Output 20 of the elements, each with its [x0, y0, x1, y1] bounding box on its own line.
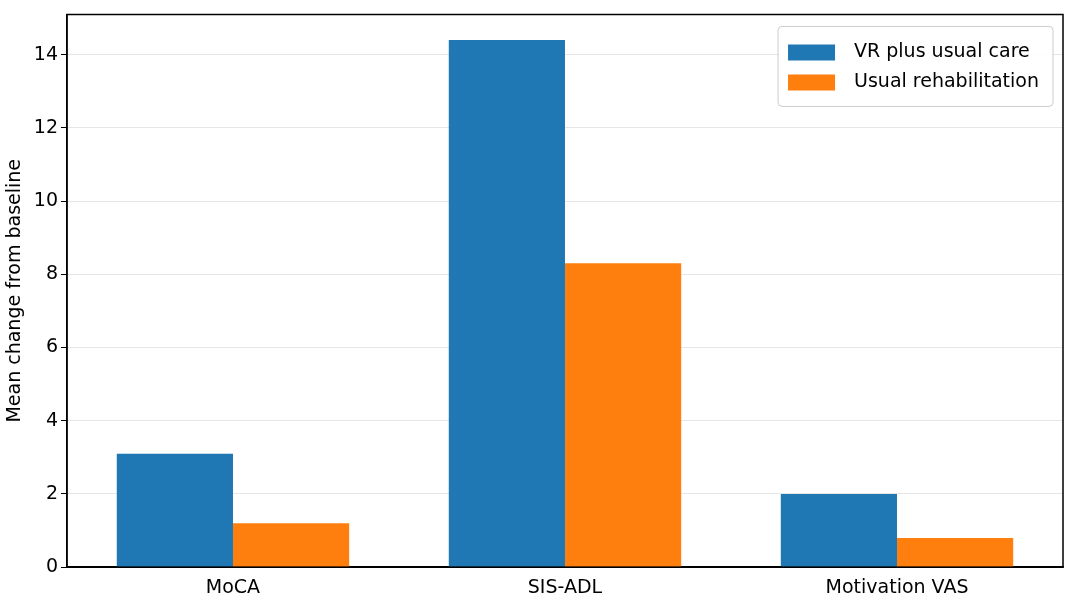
bar — [780, 493, 897, 567]
bar — [564, 263, 682, 567]
legend-label: VR plus usual care — [854, 39, 1030, 62]
y-tick-label: 6 — [45, 334, 58, 357]
bar — [232, 523, 350, 567]
bar — [897, 537, 1014, 567]
y-tick-label: 8 — [45, 261, 58, 284]
y-tick-label: 2 — [45, 480, 58, 503]
x-tick-label: Motivation VAS — [825, 574, 969, 597]
bar — [116, 453, 233, 567]
bar — [448, 40, 565, 567]
legend-label: Usual rehabilitation — [854, 69, 1040, 92]
y-tick-label: 0 — [45, 554, 58, 577]
y-tick-label: 10 — [33, 188, 58, 211]
x-tick-label: MoCA — [205, 574, 261, 597]
x-tick-label: SIS-ADL — [527, 574, 603, 597]
y-tick-label: 14 — [33, 41, 58, 64]
y-tick-label: 12 — [33, 114, 58, 137]
y-axis-title: Mean change from baseline — [2, 159, 25, 423]
y-tick-label: 4 — [45, 407, 58, 430]
